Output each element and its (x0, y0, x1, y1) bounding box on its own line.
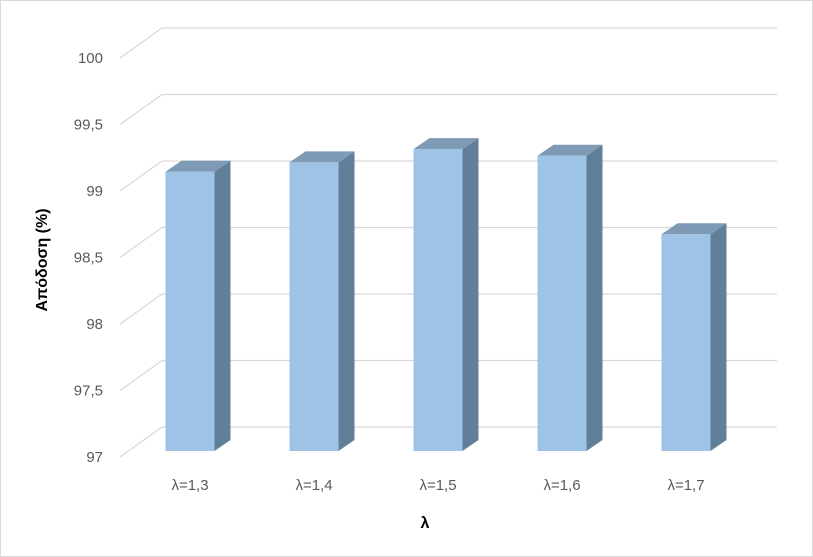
bar (413, 138, 479, 451)
gridline-depth (119, 226, 163, 259)
bar (661, 223, 727, 451)
x-tick-label: λ=1,3 (171, 477, 208, 494)
gridline-depth (119, 293, 163, 325)
x-tick-label: λ=1,4 (295, 477, 332, 494)
bar-side (338, 151, 355, 451)
bar-top (165, 160, 231, 172)
y-tick-label: 97 (86, 449, 103, 466)
bar (537, 144, 603, 452)
bar-front (165, 171, 215, 451)
y-tick-label: 99,5 (74, 117, 103, 134)
bar (289, 151, 355, 451)
bar-front (537, 155, 587, 452)
bar-side (462, 138, 479, 451)
bar-front (289, 162, 339, 451)
gridline-depth (119, 93, 163, 126)
y-axis-ticks: 97 97,5 98 98,5 99 99,5 100 (74, 50, 103, 466)
bar-top (537, 144, 603, 156)
x-tick-label: λ=1,7 (667, 477, 704, 494)
bar (165, 160, 231, 451)
x-axis-title: λ (421, 515, 430, 532)
x-tick-label: λ=1,5 (419, 477, 456, 494)
bar-side (586, 144, 603, 452)
bar-front (661, 234, 711, 451)
gridline-depth (119, 359, 163, 392)
bar-side (214, 160, 231, 451)
y-tick-label: 99 (86, 183, 103, 200)
gridline-depth (119, 27, 163, 59)
gridline-depth (119, 426, 163, 458)
y-tick-label: 100 (78, 50, 103, 67)
bar-top (661, 223, 727, 235)
bar-front (413, 149, 463, 451)
y-tick-label: 98 (86, 316, 103, 333)
x-tick-label: λ=1,6 (543, 477, 580, 494)
x-axis-ticks: λ=1,3 λ=1,4 λ=1,5 λ=1,6 λ=1,7 (171, 477, 704, 494)
bars (165, 138, 727, 452)
bar-top (289, 151, 355, 163)
y-axis-title: Απόδοση (%) (34, 208, 51, 311)
bar-top (413, 138, 479, 150)
y-tick-label: 97,5 (74, 383, 103, 400)
bar-side (710, 223, 727, 451)
y-tick-label: 98,5 (74, 250, 103, 267)
gridline-depth (119, 160, 163, 192)
